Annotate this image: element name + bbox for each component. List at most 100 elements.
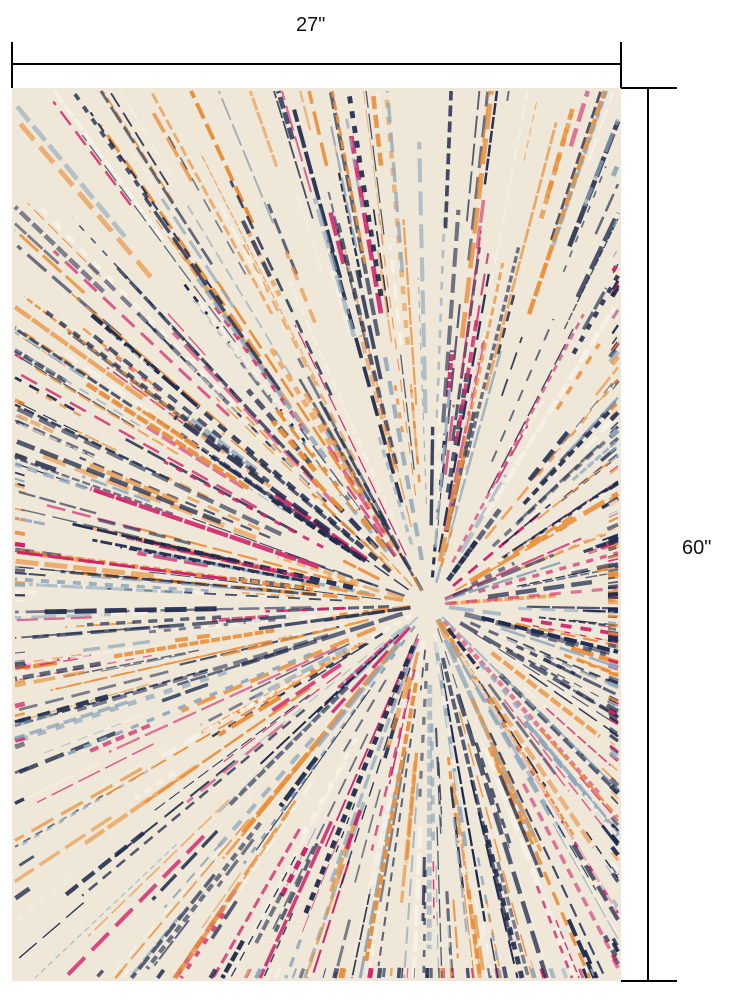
- rug-image: [12, 88, 621, 981]
- rug-ray: [27, 203, 101, 277]
- rug-ray: [217, 90, 275, 224]
- rug-ray: [399, 352, 415, 470]
- rug-ray: [14, 647, 134, 667]
- rug-ray: [582, 609, 619, 613]
- rug-ray: [108, 846, 223, 979]
- rug-ray: [335, 222, 399, 465]
- rug-ray: [88, 723, 151, 753]
- rug-ray: [278, 846, 309, 900]
- rug-ray: [515, 870, 552, 979]
- rug-ray: [531, 380, 619, 484]
- rug-ray: [52, 692, 279, 825]
- rug-ray: [542, 658, 617, 696]
- rug-ray: [291, 968, 297, 979]
- rug-ray: [89, 486, 320, 570]
- rug-ray: [401, 967, 404, 979]
- rug-ray: [227, 685, 350, 807]
- rug-ray: [314, 393, 391, 531]
- rug-ray: [322, 968, 327, 979]
- height-bottom-tick: [621, 980, 677, 982]
- rug-ray: [385, 90, 405, 273]
- rug-ray: [14, 558, 155, 579]
- rug-ray: [482, 824, 525, 979]
- rug-ray: [372, 205, 390, 313]
- rug-ray: [327, 191, 366, 339]
- rug-ray: [602, 533, 619, 542]
- rug-ray: [610, 851, 620, 862]
- rug-ray: [522, 408, 613, 506]
- rug-ray: [14, 471, 25, 477]
- rug-ray: [609, 453, 619, 463]
- rug-ray: [202, 609, 364, 630]
- rug-ray: [452, 817, 468, 934]
- rug-ray: [14, 456, 174, 516]
- rug-ray: [368, 703, 413, 895]
- rug-ray: [474, 724, 518, 836]
- rug-ray: [52, 100, 132, 206]
- rug-ray: [516, 569, 594, 587]
- rug-ray: [396, 967, 402, 979]
- rug-ray: [550, 90, 603, 241]
- rug-ray: [611, 324, 619, 335]
- rug-ray: [220, 939, 245, 980]
- rug-ray: [196, 277, 328, 460]
- rug-ray: [498, 673, 620, 794]
- rug-ray: [611, 376, 619, 386]
- rug-ray: [211, 614, 269, 623]
- rug-ray: [328, 817, 359, 893]
- rug-ray: [223, 672, 342, 763]
- rug-ray: [213, 276, 359, 495]
- rug-ray: [28, 582, 183, 594]
- rug-ray: [13, 877, 72, 922]
- rug-ray: [344, 483, 397, 557]
- rug-ray: [14, 741, 26, 750]
- rug-ray: [515, 622, 619, 647]
- rug-ray: [329, 642, 419, 883]
- rug-ray: [71, 89, 149, 200]
- rug-ray: [437, 628, 512, 854]
- rug-ray: [365, 908, 382, 979]
- rug-ray: [377, 214, 417, 496]
- rug-ray: [311, 492, 394, 571]
- rug-ray: [552, 90, 609, 246]
- rug-ray: [454, 319, 479, 443]
- rug-ray: [577, 968, 585, 979]
- rug-ray: [523, 99, 538, 161]
- rug-ray: [607, 566, 619, 573]
- rug-ray: [13, 348, 67, 384]
- rug-ray: [324, 645, 414, 848]
- rug-ray: [242, 625, 416, 865]
- rug-ray: [608, 566, 619, 570]
- rug-ray: [301, 838, 340, 933]
- rug-ray: [273, 90, 314, 219]
- rug-ray: [526, 605, 619, 610]
- rug-ray: [465, 967, 471, 979]
- rug-ray: [333, 919, 352, 979]
- width-left-tick: [11, 42, 13, 88]
- rug-ray: [215, 397, 329, 507]
- rug-ray: [265, 607, 346, 613]
- rug-ray: [145, 821, 263, 970]
- rug-ray: [14, 797, 25, 805]
- rug-ray: [442, 619, 603, 797]
- rug-ray: [483, 90, 499, 185]
- rug-ray: [99, 124, 261, 358]
- rug-ray: [268, 345, 397, 549]
- rug-ray: [330, 125, 358, 248]
- rug-ray: [58, 652, 313, 759]
- rug-ray: [114, 818, 250, 979]
- rug-ray: [455, 693, 549, 979]
- rug-ray: [269, 401, 387, 549]
- rug-ray: [608, 516, 619, 523]
- rug-ray: [116, 266, 315, 480]
- rug-ray: [474, 252, 490, 328]
- rug-ray: [242, 592, 295, 598]
- rug-ray: [229, 856, 297, 979]
- rug-ray: [273, 842, 319, 933]
- rug-ray: [409, 383, 419, 462]
- rug-ray: [585, 571, 619, 579]
- rug-ray: [609, 411, 620, 422]
- rug-ray: [608, 498, 619, 508]
- rug-ray: [422, 869, 427, 979]
- rug-ray: [429, 426, 435, 526]
